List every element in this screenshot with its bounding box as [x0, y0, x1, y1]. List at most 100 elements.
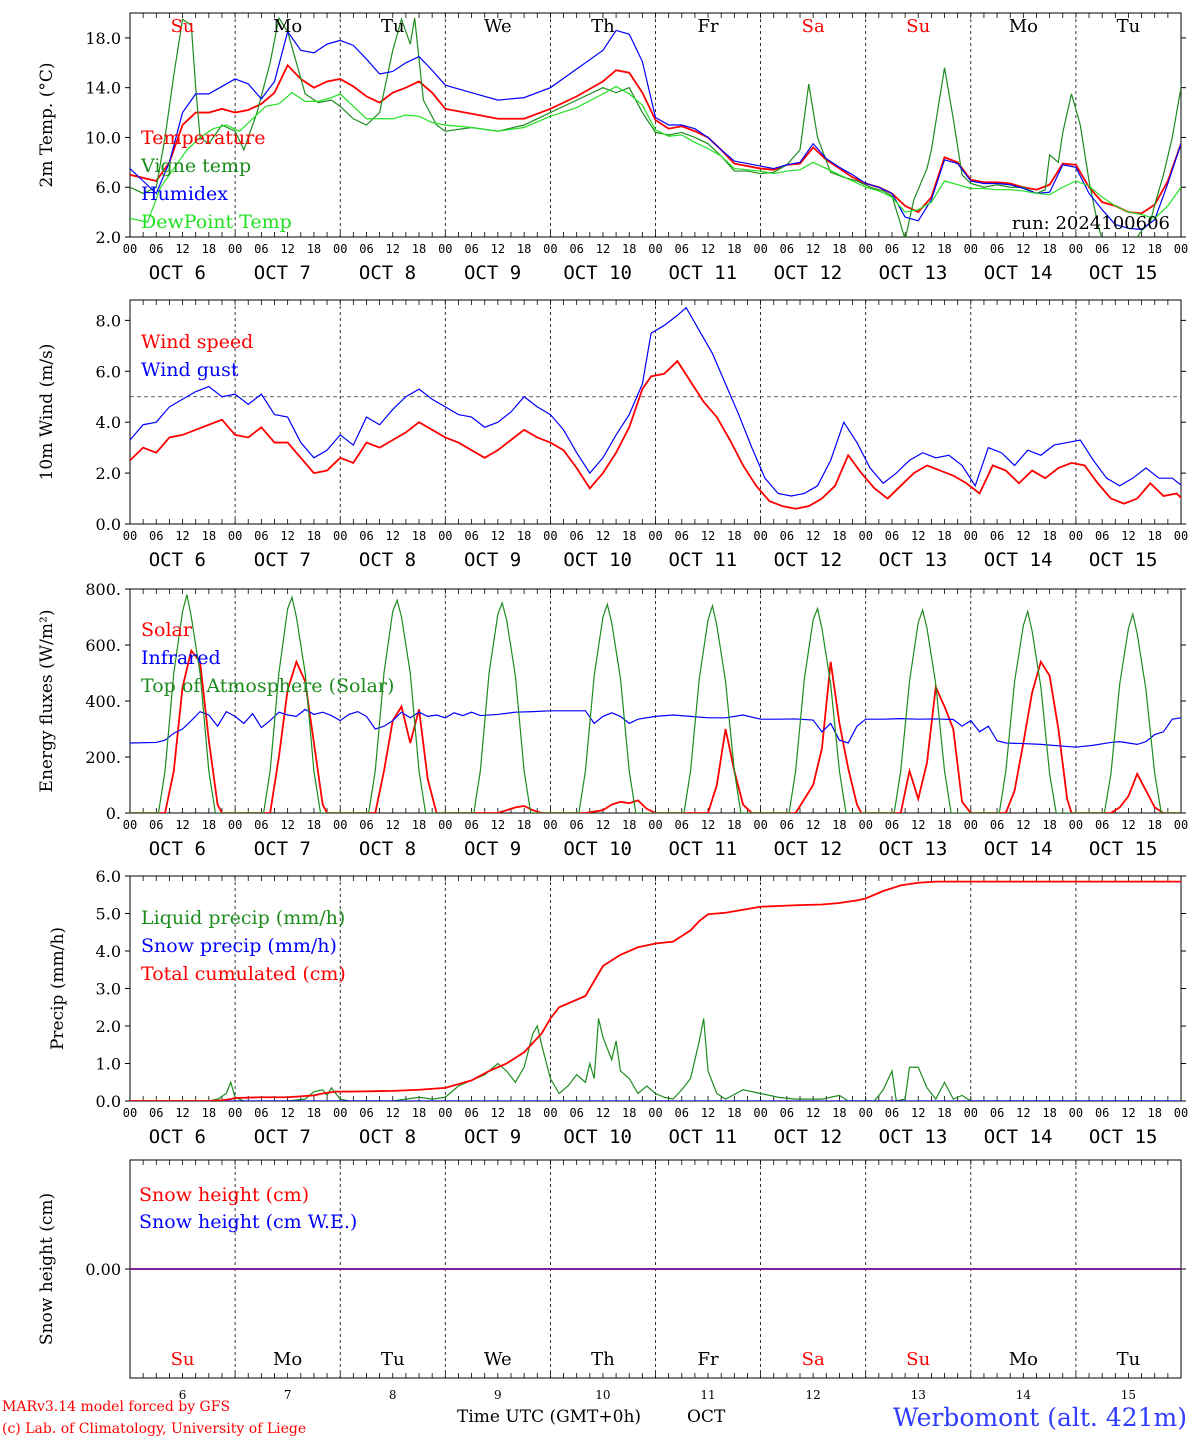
hour-label: 06 — [1095, 242, 1109, 256]
model-credit: MARv3.14 model forced by GFS — [2, 1399, 230, 1415]
series-solar — [130, 648, 1181, 813]
hour-label: 06 — [675, 818, 689, 832]
date-label: OCT 8 — [359, 262, 416, 284]
hour-label: 18 — [307, 1106, 321, 1120]
day-number: 6 — [179, 1388, 187, 1402]
hour-label: 12 — [911, 529, 925, 543]
day-abbr: Mo — [273, 1349, 302, 1370]
date-label: OCT 13 — [879, 549, 948, 571]
hour-label: 00 — [438, 529, 452, 543]
date-label: OCT 13 — [879, 262, 948, 284]
ytick-label: 600. — [85, 636, 121, 655]
series-vigne-temp — [130, 16, 1181, 237]
date-label: OCT 7 — [254, 549, 311, 571]
hour-label: 12 — [806, 1106, 820, 1120]
day-abbr: Su — [906, 1349, 930, 1370]
hour-label: 00 — [438, 1106, 452, 1120]
hour-label: 06 — [359, 1106, 373, 1120]
ytick-label: 400. — [85, 692, 121, 711]
hour-label: 00 — [1069, 818, 1083, 832]
hour-label: 12 — [806, 818, 820, 832]
hour-label: 18 — [307, 818, 321, 832]
hour-label: 00 — [123, 529, 137, 543]
date-label: OCT 8 — [359, 838, 416, 860]
hour-label: 00 — [123, 1106, 137, 1120]
hour-label: 00 — [1069, 1106, 1083, 1120]
station-name: Werbomont (alt. 421m) — [893, 1403, 1187, 1432]
date-label: OCT 11 — [668, 262, 737, 284]
series-humidex — [130, 29, 1181, 231]
legend-item: Total cumulated (cm) — [141, 963, 346, 985]
legend-item: Wind speed — [141, 331, 253, 353]
minor-ticks — [129, 13, 1182, 237]
hour-label: 00 — [543, 818, 557, 832]
date-label: OCT 6 — [149, 1126, 206, 1148]
hour-label: 18 — [517, 529, 531, 543]
hour-label: 00 — [858, 818, 872, 832]
day-abbr: Su — [171, 16, 195, 37]
legend-item: Wind gust — [141, 359, 239, 381]
hour-label: 12 — [701, 529, 715, 543]
day-abbr: Mo — [1009, 1349, 1038, 1370]
hour-label: 06 — [780, 818, 794, 832]
hour-label: 00 — [333, 242, 347, 256]
hour-label: 18 — [517, 242, 531, 256]
legend-item: Infrared — [141, 647, 221, 669]
day-abbr: Sa — [802, 16, 825, 37]
hour-label: 06 — [254, 242, 268, 256]
date-label: OCT 10 — [563, 549, 632, 571]
hour-label: 18 — [727, 529, 741, 543]
ytick-label: 1.0 — [96, 1055, 121, 1074]
ytick-label: 4.0 — [96, 413, 121, 432]
hour-tick-labels: 00 06 12 18 00 06 12 18 00 06 12 18 00 06 12 18 00 06 12 18… — [123, 529, 1188, 543]
minor-ticks — [129, 1160, 1182, 1378]
hour-label: 00 — [333, 529, 347, 543]
hour-label: 00 — [964, 242, 978, 256]
series-total-cumulated-cm — [130, 880, 1181, 1101]
time-axis-label: Time UTC (GMT+0h) — [457, 1407, 641, 1427]
ytick-label: 14.0 — [85, 79, 121, 98]
date-label: OCT 6 — [149, 838, 206, 860]
hour-label: 00 — [228, 242, 242, 256]
hour-label: 12 — [911, 1106, 925, 1120]
ytick-label: 6.0 — [96, 178, 121, 197]
hour-label: 18 — [832, 1106, 846, 1120]
y-axis-label: 10m Wind (m/s) — [37, 344, 57, 481]
hour-label: 12 — [175, 1106, 189, 1120]
hour-label: 12 — [596, 818, 610, 832]
hour-label: 12 — [386, 1106, 400, 1120]
hour-label: 12 — [806, 242, 820, 256]
date-label: OCT 12 — [774, 1126, 843, 1148]
panel-precip: 0.0 1.0 2.0 3.0 4.0 5.0 6.0 Precip (mm/h) Liquid… — [48, 867, 1188, 1148]
y-axis-label: Energy fluxes (W/m²) — [37, 610, 57, 793]
date-label: OCT 8 — [359, 1126, 416, 1148]
hour-label: 18 — [727, 818, 741, 832]
hour-label: 12 — [280, 1106, 294, 1120]
hour-label: 18 — [412, 818, 426, 832]
ytick-label: 4.0 — [96, 942, 121, 961]
series-infrared — [130, 708, 1181, 748]
hour-label: 18 — [622, 1106, 636, 1120]
hour-label: 06 — [149, 818, 163, 832]
hour-label: 12 — [701, 242, 715, 256]
hour-label: 12 — [1121, 1106, 1135, 1120]
hour-label: 18 — [1042, 529, 1056, 543]
minor-ticks — [129, 589, 1182, 813]
hour-label: 00 — [123, 818, 137, 832]
ytick-label: 10.0 — [85, 128, 121, 147]
hour-label: 00 — [858, 529, 872, 543]
hour-label: 00 — [1174, 529, 1188, 543]
hour-label: 18 — [1147, 1106, 1161, 1120]
panel-temp: 2.0 6.0 10.0 14.0 18.0 2m Temp. (°C) Temperatu… — [37, 12, 1188, 284]
ytick-label: 0.0 — [96, 1092, 121, 1111]
day-abbr: Mo — [273, 16, 302, 37]
hour-label: 00 — [333, 818, 347, 832]
date-label: OCT 14 — [984, 838, 1053, 860]
hour-label: 18 — [517, 1106, 531, 1120]
lab-credit: (c) Lab. of Climatology, University of L… — [2, 1421, 306, 1437]
ytick-label: 8.0 — [96, 311, 121, 330]
hour-label: 06 — [1095, 1106, 1109, 1120]
hour-label: 06 — [885, 242, 899, 256]
day-number: 10 — [595, 1388, 610, 1402]
date-label: OCT 11 — [668, 838, 737, 860]
